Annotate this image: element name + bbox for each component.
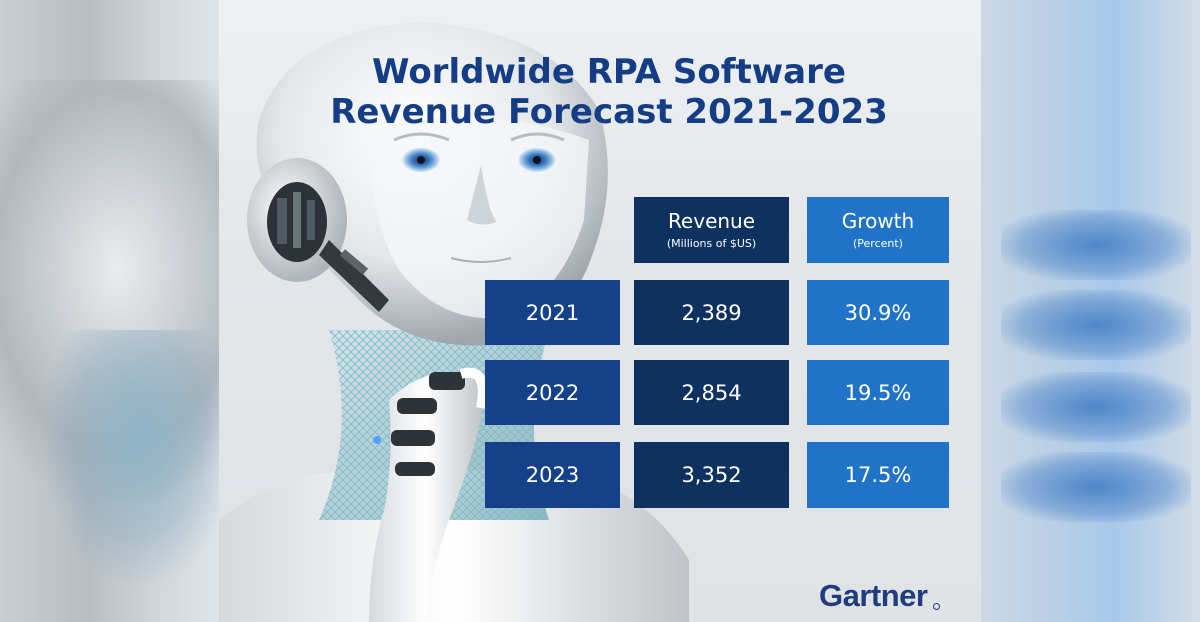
blur-shape xyxy=(1001,452,1191,522)
growth-value: 30.9% xyxy=(844,300,912,325)
revenue-value: 3,352 xyxy=(681,463,742,487)
revenue-cell: 2,389 xyxy=(634,280,789,345)
growth-header-unit: (Percent) xyxy=(853,237,903,250)
blur-shape xyxy=(1001,290,1191,360)
growth-value: 19.5% xyxy=(844,380,912,405)
growth-column-header: Growth (Percent) xyxy=(807,197,949,263)
chart-title-line-2: Revenue Forecast 2021-2023 xyxy=(330,92,888,132)
revenue-cell: 2,854 xyxy=(634,360,789,425)
blur-shape xyxy=(1001,210,1191,280)
year-cell: 2022 xyxy=(485,360,620,425)
revenue-cell: 3,352 xyxy=(634,442,789,508)
revenue-value: 2,854 xyxy=(681,380,742,405)
growth-header-label: Growth xyxy=(841,209,915,233)
chart-title-line-1: Worldwide RPA Software xyxy=(372,52,846,92)
revenue-column-header: Revenue (Millions of $US) xyxy=(634,197,789,263)
blurred-left-panel xyxy=(0,0,219,622)
gartner-logo: Gartner xyxy=(819,578,928,613)
year-label: 2021 xyxy=(525,300,580,325)
revenue-value: 2,389 xyxy=(681,300,742,325)
blurred-right-panel xyxy=(981,0,1200,622)
year-cell: 2021 xyxy=(485,280,620,345)
revenue-header-unit: (Millions of $US) xyxy=(666,237,757,250)
robot-illustration xyxy=(219,22,689,622)
blur-shape xyxy=(1001,372,1191,442)
year-label: 2022 xyxy=(525,380,580,405)
year-cell: 2023 xyxy=(485,442,620,508)
growth-cell: 30.9% xyxy=(807,280,949,345)
registered-mark-icon xyxy=(933,603,940,610)
revenue-header-label: Revenue xyxy=(667,209,756,233)
growth-cell: 17.5% xyxy=(807,442,949,508)
growth-value: 17.5% xyxy=(844,463,912,487)
chart-title: Worldwide RPA Software Revenue Forecast … xyxy=(279,52,939,132)
infographic-poster: Worldwide RPA Software Revenue Forecast … xyxy=(219,0,981,622)
growth-cell: 19.5% xyxy=(807,360,949,425)
year-label: 2023 xyxy=(525,463,580,487)
